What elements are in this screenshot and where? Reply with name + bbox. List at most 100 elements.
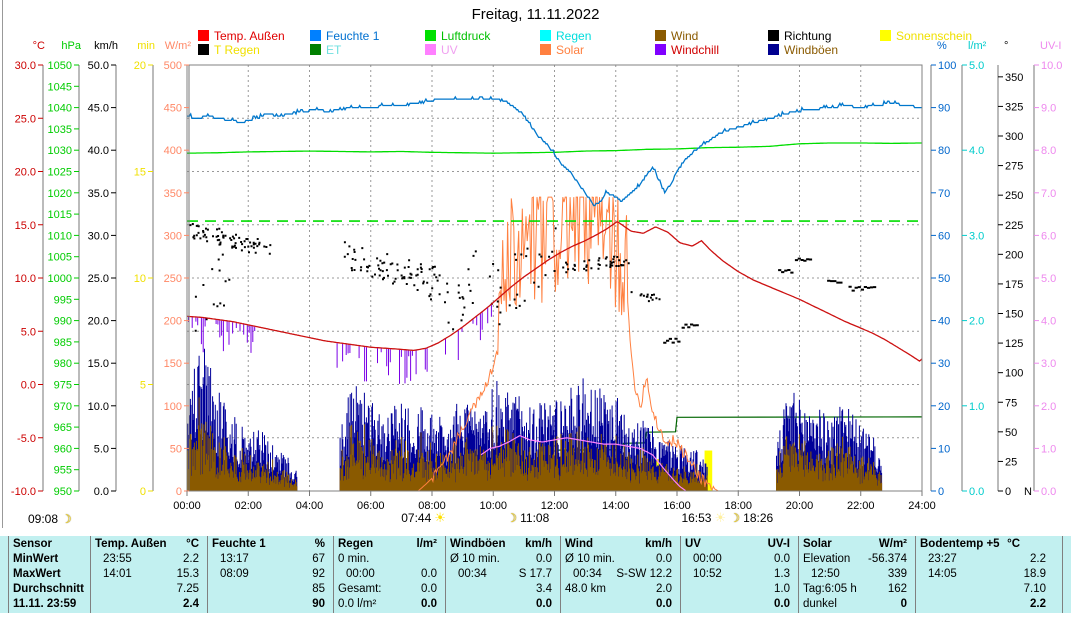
table-cell-value: 0.0 xyxy=(536,598,552,611)
axis-tick-label: 995 xyxy=(54,294,72,306)
axis-tick-label: 150 xyxy=(164,358,182,370)
axis-tick-label: 45.0 xyxy=(88,103,109,115)
x-tick-label: 08:00 xyxy=(418,500,446,512)
axis-tick-label: 1020 xyxy=(48,188,72,200)
axis-unit-deg: ° xyxy=(1004,40,1008,52)
legend-item-feuchte-1: Feuchte 1 xyxy=(310,29,379,43)
x-tick-label: 06:00 xyxy=(357,500,385,512)
table-column-unit: km/h xyxy=(525,537,552,550)
legend-item-et: ET xyxy=(310,42,342,57)
axis-tick-label: 1050 xyxy=(48,60,72,72)
axis-tick-label: 200 xyxy=(164,316,182,328)
x-tick-label: 12:00 xyxy=(541,500,569,512)
axis-tick-label: 2.0 xyxy=(1041,401,1056,413)
table-column-wind: Wind km/h Ø 10 min. 0.0 00:34 S-SW 12.2 48.0 k… xyxy=(560,536,680,613)
annotation-time: 07:44 xyxy=(401,511,432,525)
axis-tick-label: 20 xyxy=(938,401,950,413)
table-cell-time: 10:52 xyxy=(693,567,722,580)
x-tick-label: 14:00 xyxy=(602,500,630,512)
table-column-unit: °C xyxy=(1007,537,1020,550)
axis-tick-label: 3.0 xyxy=(1041,358,1056,370)
axis-min: 0 5 10 15 20 min xyxy=(134,40,155,498)
table-cell-time: 0 min. xyxy=(338,552,370,565)
axis-tick-label: 0 xyxy=(140,486,146,498)
axis-deg: 0 25 50 75 100 125 150 175 200 225 250 275 300 325 350… xyxy=(997,40,1032,498)
axis-unit-lm2: l/m² xyxy=(968,40,987,52)
annotation-time: 16:53 xyxy=(681,511,712,525)
axis-tick-label: 40.0 xyxy=(88,145,109,157)
legend-item-uv: UV xyxy=(425,42,458,57)
table-column-solar: Solar W/m² Elevation -56.374 12:50 339 Tag:6:0… xyxy=(798,536,915,613)
table-column-header: Temp. Außen xyxy=(95,537,167,550)
axis-tick-label: 100 xyxy=(938,60,956,72)
legend-item-windb-en: Windböen xyxy=(768,43,838,57)
axis-tick-label: 60 xyxy=(938,230,950,242)
table-column-header: Solar xyxy=(803,537,832,550)
page-title: Freitag, 11.11.2022 xyxy=(471,6,600,23)
axis-tick-label: 9.0 xyxy=(1041,103,1056,115)
table-cell-time: 00:34 xyxy=(458,567,487,580)
legend-label: ET xyxy=(326,42,342,57)
axis-tick-label: 175 xyxy=(1005,279,1023,291)
axis-tick-label: 8.0 xyxy=(1041,145,1056,157)
table-cell-value: 1.0 xyxy=(774,583,790,596)
x-tick-label: 22:00 xyxy=(847,500,875,512)
axis-tick-label: 15 xyxy=(134,167,146,179)
axis-tick-label: 10.0 xyxy=(1041,60,1062,72)
table-cell-value: 0.0 xyxy=(536,552,552,565)
moon-icon: ☽ xyxy=(61,512,72,526)
axis-tick-label: 50 xyxy=(938,273,950,285)
table-cell-value: 7.10 xyxy=(1023,583,1046,596)
axis-tick-label: 0.0 xyxy=(969,486,984,498)
axis-tick-label: 350 xyxy=(164,188,182,200)
axis-tick-label: 500 xyxy=(164,60,182,72)
axis-tick-label: 985 xyxy=(54,337,72,349)
moon-icon: ☽ xyxy=(506,511,518,525)
axis-tick-label: 30 xyxy=(938,358,950,370)
axis-tick-label: 300 xyxy=(1005,131,1023,143)
legend-label: Regen xyxy=(556,28,592,43)
table-cell-time: 23:55 xyxy=(103,552,132,565)
table-cell-value: 1.3 xyxy=(774,567,790,580)
axis-tick-label: 5.0 xyxy=(21,326,36,338)
axis-tick-label: 10 xyxy=(134,273,146,285)
table-cell-time: 48.0 km xyxy=(565,583,606,596)
axis-tick-label: 125 xyxy=(1005,338,1023,350)
axis-tick-label: 0.0 xyxy=(94,486,109,498)
axis-unit-uvi: UV-I xyxy=(1040,40,1061,52)
legend-item-temp-au-en: Temp. Außen xyxy=(198,29,285,43)
axis-tick-label: 5.0 xyxy=(1041,273,1056,285)
table-cell-value: 85 xyxy=(312,583,325,596)
annotation-sunset: 16:53 ☀ xyxy=(681,511,726,525)
axis-tick-label: 0 xyxy=(938,486,944,498)
table-column-unit: W/m² xyxy=(878,537,907,550)
axis-tick-label: 5.0 xyxy=(969,60,984,72)
table-column-header: UV xyxy=(685,537,701,550)
axis-tick-label: 1.0 xyxy=(969,401,984,413)
axis-tick-label: 100 xyxy=(164,401,182,413)
axis-tick-label: 30.0 xyxy=(88,230,109,242)
annotation-time: 09:08 xyxy=(28,512,59,526)
table-column-header: Regen xyxy=(338,537,374,550)
legend-item-regen: Regen xyxy=(540,28,592,43)
table-column-header: Bodentemp +5 xyxy=(920,537,1000,550)
axis-tick-label: 20.0 xyxy=(88,316,109,328)
axis-tick-label: -5.0 xyxy=(17,433,36,445)
table-cell-time: 12:50 xyxy=(811,567,840,580)
table-cell-time: Gesamt: xyxy=(338,583,382,596)
axis-tick-label: 3.0 xyxy=(969,230,984,242)
axis-tick-label: 4.0 xyxy=(1041,316,1056,328)
table-cell-value: 15.3 xyxy=(176,567,199,580)
table-cell-value: S 17.7 xyxy=(518,567,552,580)
axis-tick-label: 1.0 xyxy=(1041,443,1056,455)
axis-tick-label: 1000 xyxy=(48,273,72,285)
table-cell-time: Ø 10 min. xyxy=(450,552,500,565)
legend-item-richtung: Richtung xyxy=(768,29,831,43)
axis-tick-label: 970 xyxy=(54,401,72,413)
axis-tick-label: 20 xyxy=(134,60,146,72)
legend-label: UV xyxy=(441,42,458,57)
annotation-moon-1108: ☽ 11:08 xyxy=(506,511,549,525)
axis-tick-label: 150 xyxy=(1005,309,1023,321)
table-cell-value: S-SW 12.2 xyxy=(616,567,672,580)
table-cell-value: 0.0 xyxy=(421,567,437,580)
